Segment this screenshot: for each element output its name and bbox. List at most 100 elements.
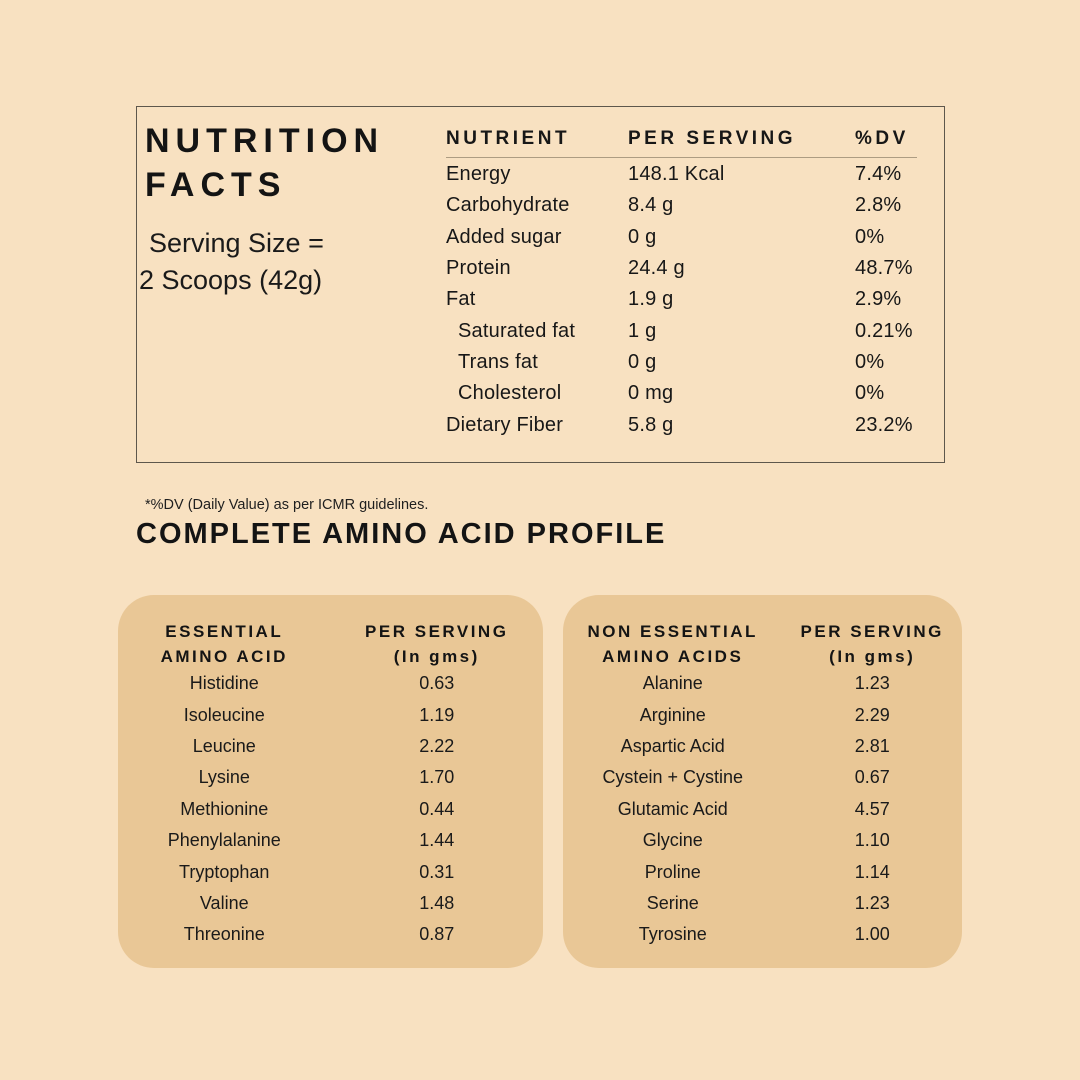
amino-name: Histidine xyxy=(189,673,259,694)
table-row-trans-fat: Trans fat 0 g 0% xyxy=(446,347,917,378)
table-row-saturated-fat: Saturated fat 1 g 0.21% xyxy=(446,315,917,346)
amino-name: Tyrosine xyxy=(638,924,707,945)
non-essential-name-column-header: NON ESSENTIAL AMINO ACIDS xyxy=(563,619,782,669)
amino-row-tyrosine: Tyrosine 1.00 xyxy=(563,919,962,950)
column-header-nutrient: NUTRIENT xyxy=(446,128,571,149)
amino-name: Threonine xyxy=(183,924,265,945)
header-line: PER SERVING xyxy=(800,622,944,641)
amino-value: 1.48 xyxy=(419,892,455,913)
header-line: PER SERVING xyxy=(365,622,509,641)
nutrient-name: Carbohydrate xyxy=(446,194,570,217)
amino-profile-heading: COMPLETE AMINO ACID PROFILE xyxy=(136,518,667,550)
serving-size-line-2: 2 Scoops (42g) xyxy=(139,265,323,295)
header-line: AMINO ACID xyxy=(160,647,288,666)
amino-name: Serine xyxy=(646,892,699,913)
column-header-per-serving: PER SERVING xyxy=(628,128,797,149)
non-essential-amino-rows: Alanine 1.23 Arginine 2.29 Aspartic Acid… xyxy=(563,668,962,951)
nutrient-dv: 48.7% xyxy=(855,257,913,280)
amino-row-glutamic-acid: Glutamic Acid 4.57 xyxy=(563,794,962,825)
amino-row-tryptophan: Tryptophan 0.31 xyxy=(118,856,543,887)
amino-name: Isoleucine xyxy=(183,704,265,725)
amino-value: 2.22 xyxy=(419,735,455,756)
amino-value: 0.63 xyxy=(419,673,455,694)
nutrient-dv: 7.4% xyxy=(855,163,902,186)
amino-row-isoleucine: Isoleucine 1.19 xyxy=(118,699,543,730)
amino-value: 2.81 xyxy=(854,735,890,756)
essential-amino-rows: Histidine 0.63 Isoleucine 1.19 Leucine 2… xyxy=(118,668,543,951)
amino-value: 1.00 xyxy=(854,924,890,945)
nutrient-name: Added sugar xyxy=(446,225,562,248)
amino-value: 0.44 xyxy=(419,798,455,819)
amino-name: Alanine xyxy=(642,673,703,694)
amino-row-leucine: Leucine 2.22 xyxy=(118,731,543,762)
header-line: (In gms) xyxy=(829,647,916,666)
amino-name: Glutamic Acid xyxy=(617,798,728,819)
column-header-dv: %DV xyxy=(855,128,909,149)
table-row-added-sugar: Added sugar 0 g 0% xyxy=(446,222,917,253)
nutrient-name: Protein xyxy=(446,257,511,280)
essential-amino-header: ESSENTIAL AMINO ACID PER SERVING (In gms… xyxy=(118,619,543,669)
amino-name: Leucine xyxy=(192,735,256,756)
nutrient-table: NUTRIENT PER SERVING %DV Energy 148.1 Kc… xyxy=(446,128,917,441)
nutrient-amount: 1 g xyxy=(628,319,657,342)
essential-per-serving-header: PER SERVING (In gms) xyxy=(331,619,544,669)
nutrient-name: Cholesterol xyxy=(458,382,562,405)
amino-row-arginine: Arginine 2.29 xyxy=(563,699,962,730)
amino-value: 1.14 xyxy=(854,861,890,882)
amino-value: 0.67 xyxy=(854,767,890,788)
amino-value: 0.31 xyxy=(419,861,455,882)
amino-value: 1.23 xyxy=(854,892,890,913)
amino-row-proline: Proline 1.14 xyxy=(563,856,962,887)
table-row-carbohydrate: Carbohydrate 8.4 g 2.8% xyxy=(446,190,917,221)
serving-size-block: Serving Size = 2 Scoops (42g) xyxy=(139,225,324,299)
nutrition-facts-title: NUTRITION FACTS xyxy=(145,119,384,207)
nutrient-amount: 0 g xyxy=(628,350,657,373)
nutrient-dv: 0% xyxy=(855,382,885,405)
header-line: NON ESSENTIAL xyxy=(587,622,758,641)
title-line-2: FACTS xyxy=(145,166,287,204)
amino-row-serine: Serine 1.23 xyxy=(563,888,962,919)
amino-name: Glycine xyxy=(642,830,703,851)
amino-value: 1.19 xyxy=(419,704,455,725)
nutrient-dv: 0% xyxy=(855,225,885,248)
title-line-1: NUTRITION xyxy=(145,122,385,160)
amino-value: 1.70 xyxy=(419,767,455,788)
nutrient-amount: 1.9 g xyxy=(628,288,674,311)
amino-name: Valine xyxy=(199,892,249,913)
nutrient-amount: 0 mg xyxy=(628,382,674,405)
amino-row-valine: Valine 1.48 xyxy=(118,888,543,919)
non-essential-per-serving-header: PER SERVING (In gms) xyxy=(782,619,962,669)
amino-name: Lysine xyxy=(198,767,250,788)
header-line: AMINO ACIDS xyxy=(602,647,744,666)
nutrient-dv: 0.21% xyxy=(855,319,913,342)
nutrient-name: Trans fat xyxy=(458,350,538,373)
table-row-cholesterol: Cholesterol 0 mg 0% xyxy=(446,378,917,409)
serving-size-line-1: Serving Size = xyxy=(149,228,324,258)
amino-value: 1.44 xyxy=(419,830,455,851)
amino-row-lysine: Lysine 1.70 xyxy=(118,762,543,793)
amino-name: Arginine xyxy=(639,704,706,725)
header-line: (In gms) xyxy=(393,647,480,666)
nutrient-name: Dietary Fiber xyxy=(446,413,564,436)
amino-name: Phenylalanine xyxy=(167,830,281,851)
dv-footnote: *%DV (Daily Value) as per ICMR guideline… xyxy=(145,497,429,513)
table-row-fat: Fat 1.9 g 2.9% xyxy=(446,284,917,315)
table-row-dietary-fiber: Dietary Fiber 5.8 g 23.2% xyxy=(446,409,917,440)
amino-row-methionine: Methionine 0.44 xyxy=(118,794,543,825)
nutrient-amount: 5.8 g xyxy=(628,413,674,436)
nutrient-dv: 2.8% xyxy=(855,194,902,217)
nutrient-name: Fat xyxy=(446,288,476,311)
amino-name: Cystein + Cystine xyxy=(602,767,743,788)
nutrient-amount: 148.1 Kcal xyxy=(628,163,725,186)
nutrient-dv: 2.9% xyxy=(855,288,902,311)
amino-row-threonine: Threonine 0.87 xyxy=(118,919,543,950)
amino-row-alanine: Alanine 1.23 xyxy=(563,668,962,699)
amino-row-phenylalanine: Phenylalanine 1.44 xyxy=(118,825,543,856)
amino-name: Aspartic Acid xyxy=(620,735,725,756)
amino-row-histidine: Histidine 0.63 xyxy=(118,668,543,699)
amino-name: Proline xyxy=(644,861,701,882)
nutrient-name: Energy xyxy=(446,163,511,186)
nutrient-amount: 0 g xyxy=(628,225,657,248)
amino-value: 1.23 xyxy=(854,673,890,694)
